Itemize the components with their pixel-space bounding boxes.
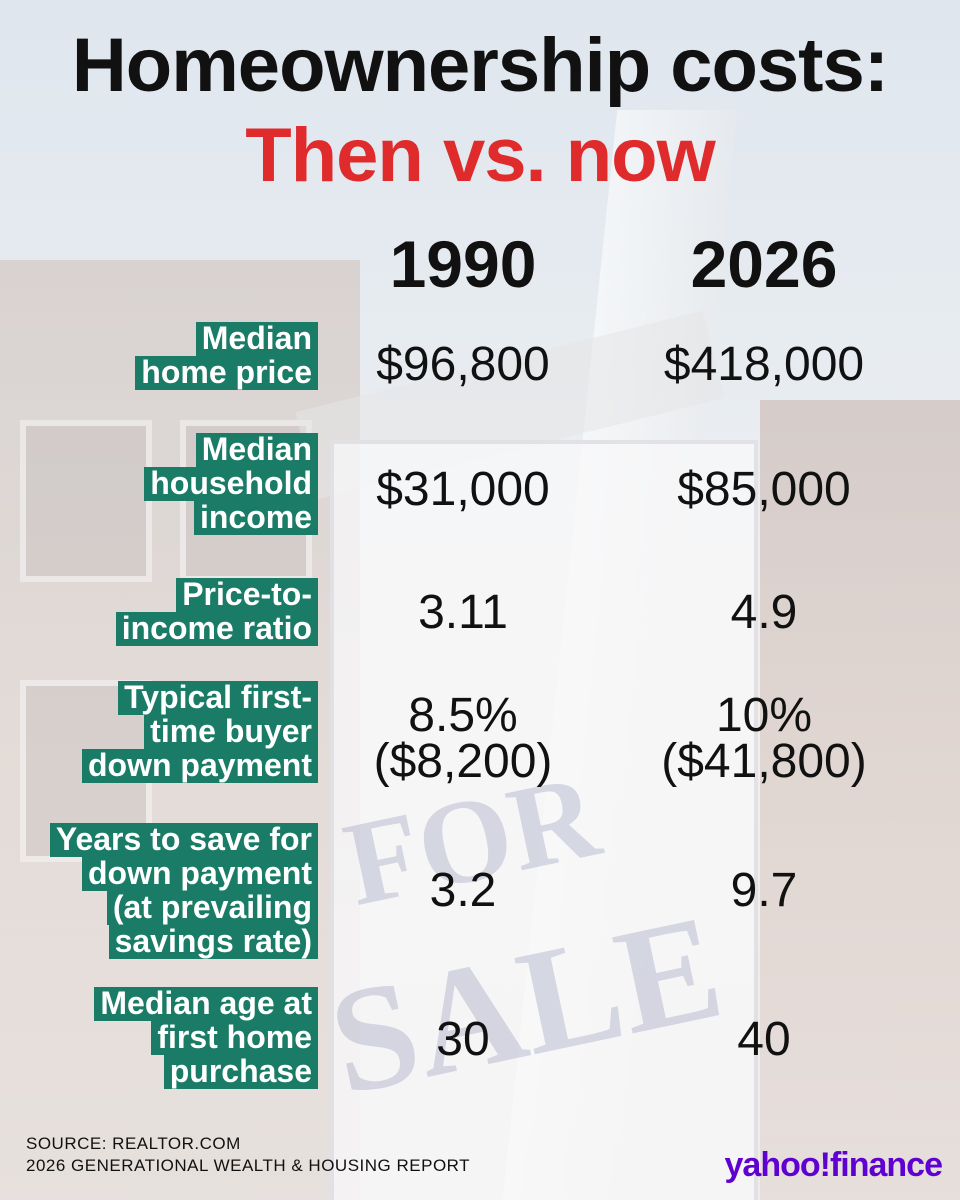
- value-2026-median-home-price: $418,000: [614, 338, 914, 391]
- value-2026-down-payment: 10% ($41,800): [614, 689, 914, 788]
- value-2026-median-household-income: $85,000: [614, 463, 914, 516]
- row-label-line: purchase: [163, 1055, 318, 1089]
- row-label-down-payment: Typical first- time buyer down payment: [81, 681, 318, 783]
- row-label-line: household: [144, 467, 318, 501]
- row-label-median-age-first-purchase: Median age at first home purchase: [94, 987, 318, 1089]
- value-1990-median-age: 30: [313, 1013, 613, 1066]
- value-line: $96,800: [376, 338, 550, 391]
- value-line: 8.5%: [408, 689, 518, 742]
- value-line: 3.2: [429, 864, 497, 917]
- value-2026-price-to-income-ratio: 4.9: [614, 586, 914, 639]
- value-line: 40: [737, 1013, 791, 1066]
- value-1990-median-household-income: $31,000: [313, 463, 613, 516]
- background-sign-board: [330, 440, 758, 1200]
- page-title: Homeownership costs:: [71, 23, 889, 108]
- value-1990-down-payment: 8.5% ($8,200): [313, 689, 613, 788]
- column-header-1990: 1990: [389, 227, 537, 301]
- value-line: 3.11: [418, 586, 508, 639]
- value-1990-price-to-income-ratio: 3.11: [313, 586, 613, 639]
- row-label-line: income: [193, 501, 318, 535]
- value-line: ($41,800): [661, 735, 867, 788]
- source-line-2: 2026 GENERATIONAL WEALTH & HOUSING REPOR…: [26, 1156, 471, 1175]
- value-2026-years-to-save: 9.7: [614, 864, 914, 917]
- value-line: 9.7: [730, 864, 798, 917]
- row-label-line: time buyer: [144, 715, 318, 749]
- row-label-line: down payment: [81, 749, 318, 783]
- row-label-line: down payment: [81, 857, 318, 891]
- background-window: [20, 420, 152, 582]
- value-1990-years-to-save: 3.2: [313, 864, 613, 917]
- yahoo-finance-logo: yahoo!finance: [724, 1146, 943, 1184]
- row-label-median-home-price: Median home price: [135, 322, 318, 390]
- value-2026-median-age: 40: [614, 1013, 914, 1066]
- row-label-line: savings rate): [108, 925, 318, 959]
- value-line: 4.9: [730, 586, 798, 639]
- background-sign-text-sale: SALE: [317, 883, 735, 1127]
- value-line: 10%: [715, 689, 813, 742]
- row-label-median-household-income: Median household income: [144, 433, 318, 535]
- row-label-years-to-save: Years to save for down payment (at preva…: [49, 823, 318, 959]
- row-label-line: (at prevailing: [106, 891, 318, 925]
- row-label-line: Price-to-: [176, 578, 318, 612]
- background-house-right: [760, 400, 960, 1200]
- value-line: $31,000: [376, 463, 550, 516]
- value-1990-median-home-price: $96,800: [313, 338, 613, 391]
- row-label-line: Median: [195, 433, 318, 467]
- value-line: $85,000: [677, 463, 851, 516]
- column-header-2026: 2026: [690, 227, 838, 301]
- value-line: $418,000: [663, 338, 865, 391]
- row-label-line: first home: [151, 1021, 318, 1055]
- page-subtitle: Then vs. now: [245, 113, 715, 198]
- row-label-line: Median age at: [94, 987, 318, 1021]
- source-line-1: SOURCE: REALTOR.COM: [26, 1134, 241, 1153]
- row-label-line: Years to save for: [49, 823, 318, 857]
- row-label-line: income ratio: [115, 612, 318, 646]
- row-label-line: Median: [195, 322, 318, 356]
- row-label-price-to-income-ratio: Price-to- income ratio: [115, 578, 318, 646]
- row-label-line: home price: [135, 356, 318, 390]
- row-label-line: Typical first-: [118, 681, 318, 715]
- value-line: 30: [436, 1013, 490, 1066]
- value-line: ($8,200): [373, 735, 553, 788]
